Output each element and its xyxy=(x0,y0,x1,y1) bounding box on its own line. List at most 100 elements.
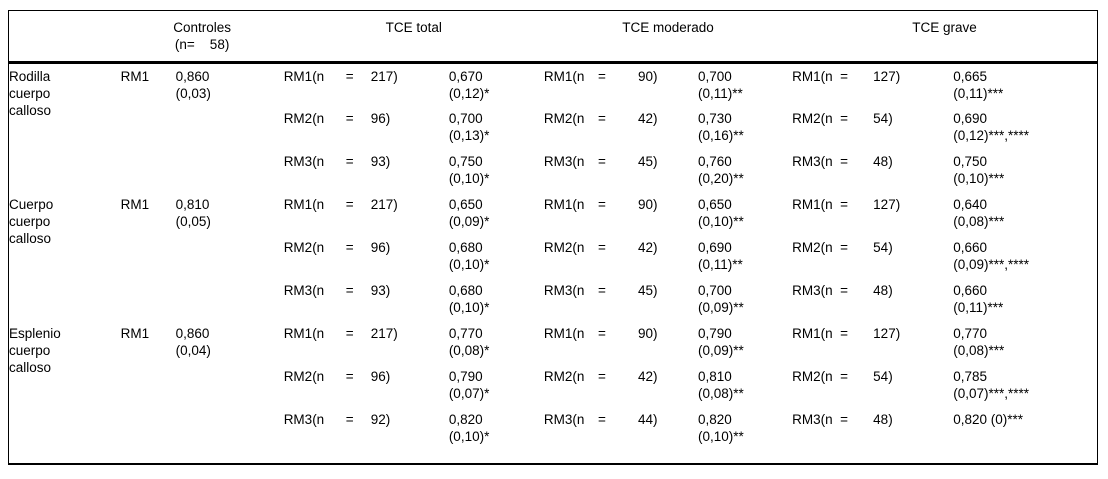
header-controles: Controles (n= 58) xyxy=(120,10,284,64)
region-cell: Rodilla cuerpo calloso xyxy=(9,69,52,118)
tce-grave-n-cell: 48) xyxy=(873,282,893,298)
tce-total-value-cell: 0,680 (0,10)* xyxy=(448,239,490,272)
tce-grave-rm-cell: RM2(n xyxy=(792,368,833,384)
tce-total-eq-cell: = xyxy=(345,411,354,427)
tce-grave-n-cell: 48) xyxy=(873,411,893,427)
tce-grave-rm-cell: RM3(n xyxy=(792,282,833,298)
tce-moderado-n-cell: 42) xyxy=(637,110,658,126)
tce-grave-value-cell: 0,820 (0)*** xyxy=(953,411,1024,427)
tce-total-rm-cell: RM2(n xyxy=(283,368,325,384)
tce-total-value-cell: 0,750 (0,10)* xyxy=(448,153,490,186)
region-cell: Esplenio cuerpo calloso xyxy=(9,325,61,375)
header-empty-cell xyxy=(8,10,121,64)
tce-grave-eq-cell: = xyxy=(840,69,849,84)
tce-grave-rm-cell: RM1(n xyxy=(792,196,833,212)
control-value-cell: 0,860 (0,04) xyxy=(175,325,211,358)
tce-moderado-n-cell: 45) xyxy=(637,282,658,298)
tce-moderado-rm-cell: RM3(n xyxy=(543,153,585,169)
tce-moderado-rm-cell: RM3(n xyxy=(543,282,585,298)
table-row: Esplenio cuerpo calloso RM1 0,860 (0,04)… xyxy=(9,321,1098,375)
icc-results-table: Controles (n= 58) TCE total TCE moderado… xyxy=(8,10,1098,465)
tce-grave-value-cell: 0,665 (0,11)*** xyxy=(953,69,1004,101)
tce-total-rm-cell: RM3(n xyxy=(283,411,325,427)
control-rm-cell: RM1 xyxy=(120,69,150,84)
tce-grave-rm-cell: RM1(n xyxy=(792,325,833,341)
tce-total-value-cell: 0,770 (0,08)* xyxy=(448,325,490,358)
tce-total-rm-cell: RM2(n xyxy=(283,239,325,255)
tce-moderado-n-cell: 42) xyxy=(637,239,658,255)
tce-total-value-cell: 0,680 (0,10)* xyxy=(448,282,490,315)
tce-grave-eq-cell: = xyxy=(840,239,849,255)
tce-moderado-value-cell: 0,700 (0,11)** xyxy=(698,69,743,101)
table-row: RM3(n = 93) 0,750 (0,10)* RM3(n = 45) 0,… xyxy=(9,149,1098,192)
tce-moderado-eq-cell: = xyxy=(597,282,606,298)
tce-total-value-cell: 0,790 (0,07)* xyxy=(448,368,490,401)
tce-moderado-rm-cell: RM1(n xyxy=(543,196,585,212)
tce-moderado-rm-cell: RM1(n xyxy=(543,325,585,341)
tce-moderado-n-cell: 44) xyxy=(637,411,658,427)
tce-moderado-eq-cell: = xyxy=(597,325,606,341)
tce-total-eq-cell: = xyxy=(345,69,354,84)
tce-grave-value-cell: 0,660 (0,09)***,**** xyxy=(953,239,1030,272)
control-rm-cell: RM1 xyxy=(120,325,150,341)
tce-moderado-eq-cell: = xyxy=(597,196,606,212)
tce-grave-eq-cell: = xyxy=(840,196,849,212)
header-tce-total: TCE total xyxy=(283,10,544,64)
tce-grave-value-cell: 0,660 (0,11)*** xyxy=(953,282,1004,315)
table-row: Rodilla cuerpo calloso RM1 0,860 (0,03) … xyxy=(9,63,1098,118)
tce-moderado-n-cell: 90) xyxy=(637,325,658,341)
tce-total-rm-cell: RM3(n xyxy=(283,153,325,169)
tce-grave-eq-cell: = xyxy=(840,325,849,341)
tce-total-n-cell: 92) xyxy=(370,411,391,427)
tce-moderado-eq-cell: = xyxy=(597,153,606,169)
tce-grave-eq-cell: = xyxy=(840,153,849,169)
tce-total-n-cell: 217) xyxy=(370,69,398,84)
tce-total-eq-cell: = xyxy=(345,153,354,169)
tce-grave-value-cell: 0,770 (0,08)*** xyxy=(953,325,1005,358)
tce-total-value-cell: 0,700 (0,13)* xyxy=(448,110,490,143)
tce-total-value-cell: 0,650 (0,09)* xyxy=(448,196,490,229)
tce-total-rm-cell: RM2(n xyxy=(283,110,325,126)
tce-total-eq-cell: = xyxy=(345,282,354,298)
tce-total-rm-cell: RM1(n xyxy=(283,196,325,212)
tce-moderado-value-cell: 0,730 (0,16)** xyxy=(698,110,744,143)
tce-moderado-n-cell: 45) xyxy=(637,153,658,169)
tce-grave-n-cell: 54) xyxy=(873,239,893,255)
tce-grave-value-cell: 0,640 (0,08)*** xyxy=(953,196,1005,229)
tce-total-n-cell: 93) xyxy=(370,153,391,169)
tce-grave-n-cell: 127) xyxy=(873,325,901,341)
tce-grave-rm-cell: RM3(n xyxy=(792,153,833,169)
tce-total-eq-cell: = xyxy=(345,368,354,384)
tce-grave-eq-cell: = xyxy=(840,282,849,298)
tce-grave-rm-cell: RM1(n xyxy=(792,69,833,84)
tce-grave-n-cell: 48) xyxy=(873,153,893,169)
tce-total-n-cell: 96) xyxy=(370,239,391,255)
tce-moderado-value-cell: 0,810 (0,08)** xyxy=(698,368,744,401)
tce-moderado-eq-cell: = xyxy=(597,411,606,427)
tce-moderado-value-cell: 0,650 (0,10)** xyxy=(698,196,744,229)
tce-moderado-value-cell: 0,820 (0,10)** xyxy=(698,411,744,444)
tce-total-n-cell: 93) xyxy=(370,282,391,298)
tce-total-n-cell: 96) xyxy=(370,368,391,384)
tce-moderado-rm-cell: RM2(n xyxy=(543,239,585,255)
tce-grave-eq-cell: = xyxy=(840,110,849,126)
tce-grave-n-cell: 127) xyxy=(873,69,901,84)
tce-grave-rm-cell: RM2(n xyxy=(792,239,833,255)
tce-moderado-value-cell: 0,700 (0,09)** xyxy=(698,282,744,315)
tce-moderado-value-cell: 0,690 (0,11)** xyxy=(698,239,743,272)
tce-grave-eq-cell: = xyxy=(840,411,849,427)
region-cell: Cuerpo cuerpo calloso xyxy=(9,196,54,246)
tce-total-eq-cell: = xyxy=(345,239,354,255)
tce-moderado-eq-cell: = xyxy=(597,69,606,84)
tce-grave-eq-cell: = xyxy=(840,368,849,384)
table-row: RM3(n = 93) 0,680 (0,10)* RM3(n = 45) 0,… xyxy=(9,278,1098,321)
tce-moderado-rm-cell: RM2(n xyxy=(543,110,585,126)
tce-moderado-rm-cell: RM3(n xyxy=(543,411,585,427)
tce-total-eq-cell: = xyxy=(345,325,354,341)
tce-moderado-n-cell: 90) xyxy=(637,196,658,212)
tce-grave-rm-cell: RM2(n xyxy=(792,110,833,126)
tce-grave-value-cell: 0,785 (0,07)***,**** xyxy=(953,368,1030,401)
tce-total-value-cell: 0,670 (0,12)* xyxy=(448,69,490,101)
table-row: RM2(n = 96) 0,790 (0,07)* RM2(n = 42) 0,… xyxy=(9,364,1098,407)
